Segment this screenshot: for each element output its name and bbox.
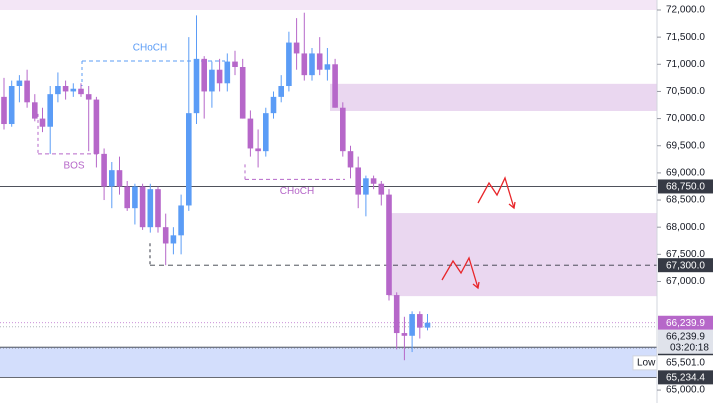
candle-body [286,42,292,87]
y-tick-label: 68,000.0 [666,222,705,233]
candle-body [32,102,38,119]
candle-body [370,178,377,184]
candle-body [93,99,100,154]
y-tick-label: 70,000.0 [666,113,705,124]
plot-layer: CHoCH BOS CHoCH [0,12,657,378]
candle-body [1,96,7,125]
candle-body [39,118,46,127]
structure-label: BOS [63,161,84,172]
candle-body [401,333,408,336]
candle-body [24,80,30,103]
zone [330,83,657,111]
top-band [0,0,657,10]
low-label-box [658,355,713,370]
zigzag-arrow [441,256,479,289]
candle-body [332,64,338,108]
candle-body [247,118,254,149]
structure-label: CHoCH [133,43,167,54]
candle-body [78,88,84,95]
candle-body [109,170,115,187]
candle-body [409,314,415,336]
candle-body [62,86,69,92]
price-label: 65,234.4 [666,372,705,383]
candle-body [232,61,238,68]
candle-body [193,58,200,114]
candle-body [424,322,431,328]
candle-body [316,53,323,70]
candle-body [139,186,146,228]
candle-body [85,94,92,100]
countdown: 03:20:18 [670,342,709,353]
candle-body [417,314,423,328]
low-tag-box [632,355,658,371]
candle-body [301,53,308,76]
structure-label: CHoCH [280,186,314,197]
candle-body [186,113,192,206]
candle-body [263,113,269,152]
zigzag-arrow [477,176,515,209]
candle-body [393,295,400,334]
candle-body [340,107,346,152]
candle-body [178,205,184,236]
last-price-label: 66,239.9 [666,331,705,342]
candle-body [216,69,223,84]
candle-body [201,58,207,92]
candle-body [293,42,300,54]
price-label-box [658,370,713,385]
y-tick-label: 71,000.0 [666,59,705,70]
price-label-box [658,179,713,194]
y-tick-label: 71,500.0 [666,32,705,43]
candle-body [8,86,15,125]
price-label-box [658,315,713,330]
candle-body [101,153,107,187]
y-tick-label: 68,500.0 [666,195,705,206]
candle-body [386,194,392,296]
price-label-box [658,258,713,273]
low-label: 65,501.0 [666,358,705,369]
candle-body [324,64,331,70]
last-price-box [658,329,713,354]
arrow-head [508,201,516,210]
y-tick-label: 65,000.0 [666,385,705,396]
candle-body [132,186,138,209]
candle-body [278,86,284,97]
candle-body [255,148,261,152]
candle-body [170,235,177,244]
candle-body [209,69,215,92]
candle-body [162,227,169,244]
low-tag: Low [637,358,656,369]
candle-body [55,86,61,95]
candle-body [355,167,361,195]
y-tick-label: 69,000.0 [666,168,705,179]
candle-body [47,94,53,127]
price-label: 67,300.0 [666,260,705,271]
candle-body [363,178,369,195]
y-tick-label: 67,000.0 [666,276,705,287]
arrow-head [472,281,480,290]
y-tick-label: 67,500.0 [666,249,705,260]
candle-body [378,183,385,195]
candle-body [124,186,130,209]
candle-body [147,189,154,228]
candle-body [347,151,354,168]
candle-body [224,61,231,84]
price-label: 68,750.0 [666,182,705,193]
y-tick-label: 72,000.0 [666,5,705,16]
y-tick-label: 70,500.0 [666,86,705,97]
candle-body [239,67,246,119]
zone [388,213,657,297]
candle-body [70,88,77,92]
y-tick-label: 69,500.0 [666,140,705,151]
candle-body [270,96,277,114]
candle-body [116,170,123,187]
candle-body [309,53,315,76]
price-label: 66,239.9 [666,318,705,329]
plot-background [0,0,657,403]
candle-body [16,80,23,87]
zone [0,347,657,378]
candle-body [155,189,161,228]
